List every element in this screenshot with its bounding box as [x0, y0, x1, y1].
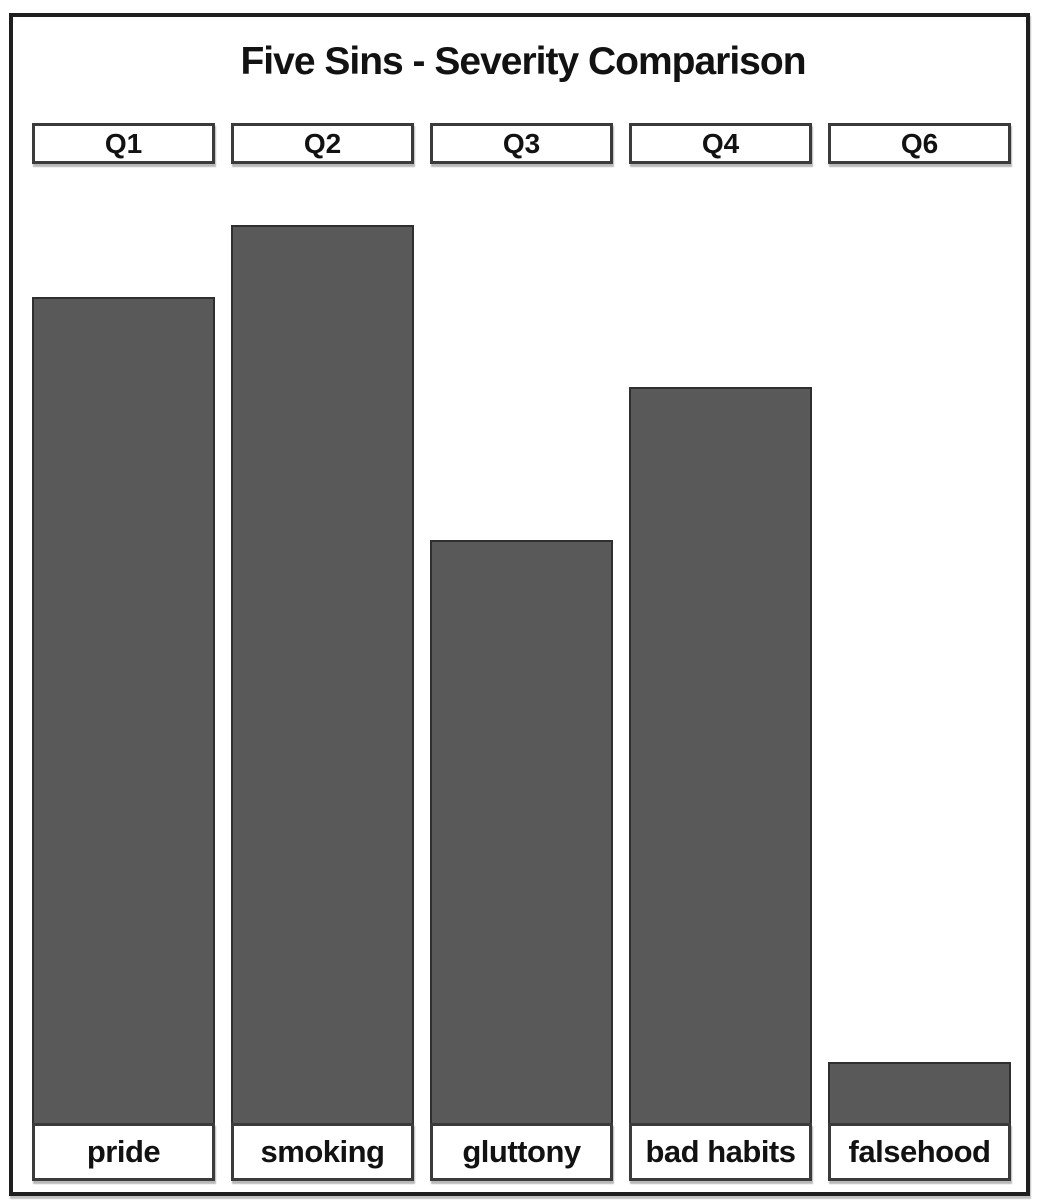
column-header-box: Q2 — [231, 123, 414, 164]
column-header-box: Q3 — [430, 123, 613, 164]
bar — [828, 1062, 1011, 1125]
category-label-box: gluttony — [430, 1123, 613, 1181]
column-header-label: Q2 — [303, 127, 342, 159]
column-header-label: Q3 — [502, 127, 541, 159]
column-header-label: Q6 — [900, 127, 939, 159]
category-label-box: bad habits — [629, 1123, 812, 1181]
category-label: bad habits — [645, 1134, 796, 1169]
category-label: pride — [86, 1134, 161, 1169]
column-header-label: Q1 — [104, 127, 143, 159]
column-header-box: Q1 — [32, 123, 215, 164]
bar — [430, 540, 613, 1125]
chart-column: Q1 pride — [32, 0, 215, 1203]
chart-title: Five Sins - Severity Comparison — [240, 40, 806, 83]
bar — [629, 387, 812, 1125]
category-label: smoking — [260, 1134, 385, 1169]
column-header-box: Q4 — [629, 123, 812, 164]
bar — [231, 225, 414, 1125]
chart-column: Q2 smoking — [231, 0, 414, 1203]
category-label: falsehood — [848, 1134, 991, 1169]
column-header-box: Q6 — [828, 123, 1011, 164]
category-label-box: falsehood — [828, 1123, 1011, 1181]
category-label: gluttony — [462, 1134, 581, 1169]
chart-column: Q4 bad habits — [629, 0, 812, 1203]
chart-frame-border — [9, 13, 1030, 1196]
chart-column: Q6 falsehood — [828, 0, 1011, 1203]
category-label-box: pride — [32, 1123, 215, 1181]
chart-column: Q3 gluttony — [430, 0, 613, 1203]
column-header-label: Q4 — [701, 127, 740, 159]
bar — [32, 297, 215, 1125]
category-label-box: smoking — [231, 1123, 414, 1181]
